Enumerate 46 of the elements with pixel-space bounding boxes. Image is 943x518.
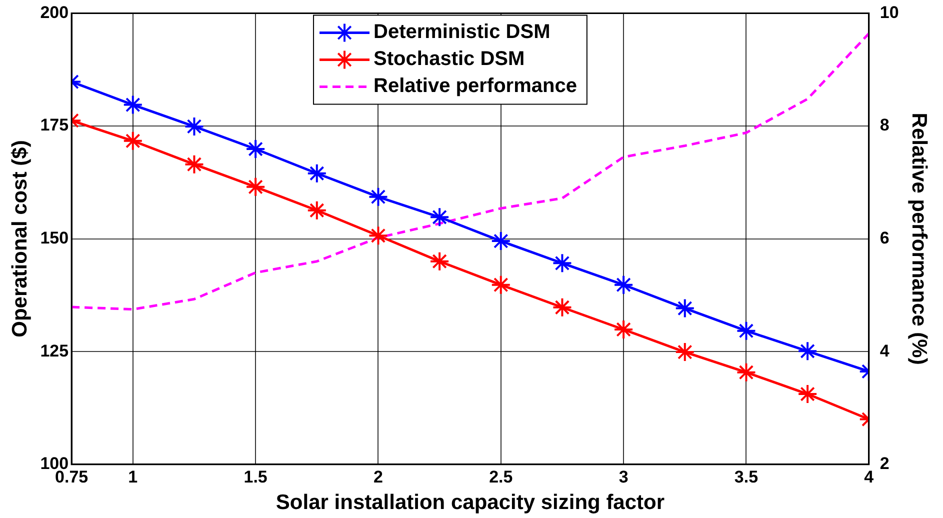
point bbox=[798, 384, 818, 404]
point bbox=[430, 251, 450, 272]
point bbox=[368, 226, 388, 246]
x-tick-label: 3.5 bbox=[734, 467, 758, 486]
x-tick-label: 1.5 bbox=[244, 467, 268, 486]
y2-tick-label: 6 bbox=[880, 228, 890, 248]
y-axis-title: Operational cost ($) bbox=[8, 140, 32, 338]
point bbox=[306, 163, 327, 184]
y2-tick-label: 10 bbox=[880, 2, 899, 22]
point bbox=[674, 342, 695, 362]
point bbox=[368, 186, 388, 207]
y2-axis-title: Relative performance (%) bbox=[908, 112, 931, 365]
point bbox=[736, 362, 756, 382]
point bbox=[736, 320, 756, 341]
y-tick-label: 175 bbox=[40, 116, 69, 135]
point bbox=[430, 207, 450, 228]
point bbox=[246, 139, 266, 160]
point bbox=[674, 298, 695, 318]
point bbox=[122, 94, 143, 115]
y-tick-label: 200 bbox=[40, 2, 69, 22]
legend-label: Stochastic DSM bbox=[374, 48, 525, 70]
x-tick-label: 4 bbox=[864, 467, 874, 486]
point bbox=[306, 200, 327, 220]
legend-label: Relative performance bbox=[374, 75, 577, 98]
x-tick-label: 3 bbox=[618, 467, 628, 486]
y-tick-label: 150 bbox=[40, 228, 69, 248]
legend-label: Deterministic DSM bbox=[374, 21, 550, 44]
point bbox=[184, 154, 204, 174]
point bbox=[184, 116, 204, 136]
y2-tick-label: 2 bbox=[880, 454, 890, 474]
x-tick-label: 2.5 bbox=[489, 467, 513, 486]
y2-tick-label: 8 bbox=[880, 116, 890, 135]
x-axis-title: Solar installation capacity sizing factor bbox=[276, 491, 665, 514]
point bbox=[122, 130, 143, 151]
point bbox=[552, 297, 572, 318]
x-tick-label: 1 bbox=[128, 467, 138, 486]
point bbox=[490, 231, 511, 252]
x-tick-label: 2 bbox=[373, 467, 383, 486]
point bbox=[614, 274, 634, 295]
point bbox=[246, 176, 266, 197]
y-tick-label: 125 bbox=[40, 341, 69, 360]
point bbox=[490, 274, 511, 295]
y2-tick-label: 4 bbox=[880, 341, 890, 360]
point bbox=[614, 319, 634, 340]
point bbox=[552, 253, 572, 274]
point bbox=[798, 341, 818, 362]
